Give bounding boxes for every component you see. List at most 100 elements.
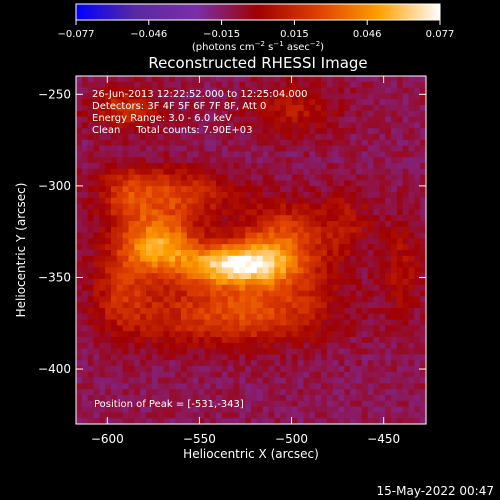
heatmap-cell	[303, 116, 310, 123]
heatmap-cell	[216, 99, 223, 106]
heatmap-cell	[268, 302, 275, 309]
heatmap-cell	[175, 238, 182, 245]
heatmap-cell	[402, 366, 410, 373]
heatmap-cell	[81, 139, 89, 147]
heatmap-cell	[157, 180, 165, 187]
heatmap-cell	[233, 325, 240, 332]
heatmap-cell	[216, 412, 223, 419]
heatmap-cell	[134, 290, 141, 297]
heatmap-cell	[326, 134, 334, 141]
heatmap-cell	[93, 238, 100, 245]
heatmap-cell	[151, 203, 159, 210]
heatmap-cell	[367, 290, 375, 297]
heatmap-cell	[379, 116, 386, 123]
heatmap-cell	[245, 296, 252, 303]
heatmap-cell	[251, 122, 258, 129]
heatmap-cell	[239, 296, 246, 303]
heatmap-cell	[146, 412, 153, 419]
heatmap-cell	[321, 342, 328, 350]
heatmap-cell	[151, 348, 159, 355]
heatmap-cell	[420, 145, 427, 152]
heatmap-cell	[385, 209, 392, 216]
heatmap-cell	[391, 122, 398, 129]
heatmap-cell	[256, 354, 264, 361]
heatmap-cell	[233, 209, 240, 216]
heatmap-cell	[367, 226, 375, 234]
heatmap-cell	[332, 261, 340, 268]
heatmap-cell	[210, 221, 217, 228]
heatmap-cell	[81, 174, 89, 181]
heatmap-cell	[321, 290, 328, 297]
heatmap-cell	[210, 395, 217, 402]
heatmap-cell	[251, 76, 258, 83]
heatmap-cell	[414, 412, 421, 419]
heatmap-cell	[116, 395, 124, 402]
heatmap-cell	[204, 209, 211, 216]
heatmap-cell	[350, 128, 357, 135]
heatmap-cell	[233, 418, 240, 425]
heatmap-cell	[99, 377, 106, 384]
heatmap-cell	[280, 209, 287, 216]
heatmap-cell	[315, 313, 322, 321]
heatmap-cell	[169, 174, 176, 181]
heatmap-cell	[268, 255, 275, 263]
heatmap-cell	[87, 319, 95, 326]
heatmap-cell	[175, 226, 182, 234]
heatmap-cell	[76, 325, 83, 332]
heatmap-cell	[99, 400, 106, 408]
heatmap-cell	[134, 221, 141, 228]
heatmap-cell	[163, 215, 170, 222]
heatmap-cell	[157, 377, 165, 384]
heatmap-cell	[216, 226, 223, 234]
colorbar-tick-label: −0.046	[130, 29, 167, 40]
heatmap-cell	[408, 250, 415, 257]
heatmap-cell	[286, 348, 293, 355]
heatmap-cell	[344, 105, 351, 112]
heatmap-cell	[286, 267, 293, 274]
heatmap-cell	[315, 197, 322, 205]
heatmap-cell	[321, 354, 328, 361]
heatmap-cell	[385, 325, 392, 332]
heatmap-cell	[192, 337, 200, 344]
heatmap-cell	[233, 87, 240, 94]
heatmap-cell	[326, 325, 334, 332]
heatmap-cell	[291, 128, 299, 135]
colorbar-tick-label: −0.015	[203, 29, 240, 40]
heatmap-cell	[216, 284, 223, 292]
heatmap-cell	[309, 116, 316, 123]
heatmap-cell	[321, 163, 328, 170]
heatmap-cell	[309, 134, 316, 141]
heatmap-cell	[105, 168, 112, 176]
heatmap-cell	[262, 366, 270, 373]
heatmap-cell	[175, 209, 182, 216]
heatmap-cell	[391, 145, 398, 152]
heatmap-cell	[315, 151, 322, 158]
heatmap-cell	[291, 226, 299, 234]
heatmap-cell	[373, 93, 380, 100]
heatmap-cell	[210, 192, 217, 199]
heatmap-cell	[93, 319, 100, 326]
heatmap-cell	[338, 342, 345, 350]
heatmap-cell	[262, 319, 270, 326]
heatmap-cell	[186, 87, 194, 94]
heatmap-cell	[373, 244, 380, 251]
heatmap-cell	[99, 366, 106, 373]
heatmap-cell	[116, 180, 124, 187]
heatmap-cell	[99, 302, 106, 309]
heatmap-cell	[192, 267, 200, 274]
heatmap-cell	[99, 122, 106, 129]
heatmap-cell	[134, 139, 141, 147]
heatmap-cell	[256, 105, 264, 112]
heatmap-cell	[93, 197, 100, 205]
heatmap-cell	[122, 296, 130, 303]
heatmap-cell	[251, 290, 258, 297]
heatmap-cell	[163, 139, 170, 147]
heatmap-cell	[140, 105, 147, 112]
heatmap-cell	[233, 93, 240, 100]
heatmap-cell	[350, 81, 357, 89]
heatmap-cell	[105, 105, 112, 112]
heatmap-cell	[356, 163, 363, 170]
heatmap-cell	[76, 302, 83, 309]
heatmap-cell	[116, 348, 124, 355]
heatmap-cell	[414, 325, 421, 332]
